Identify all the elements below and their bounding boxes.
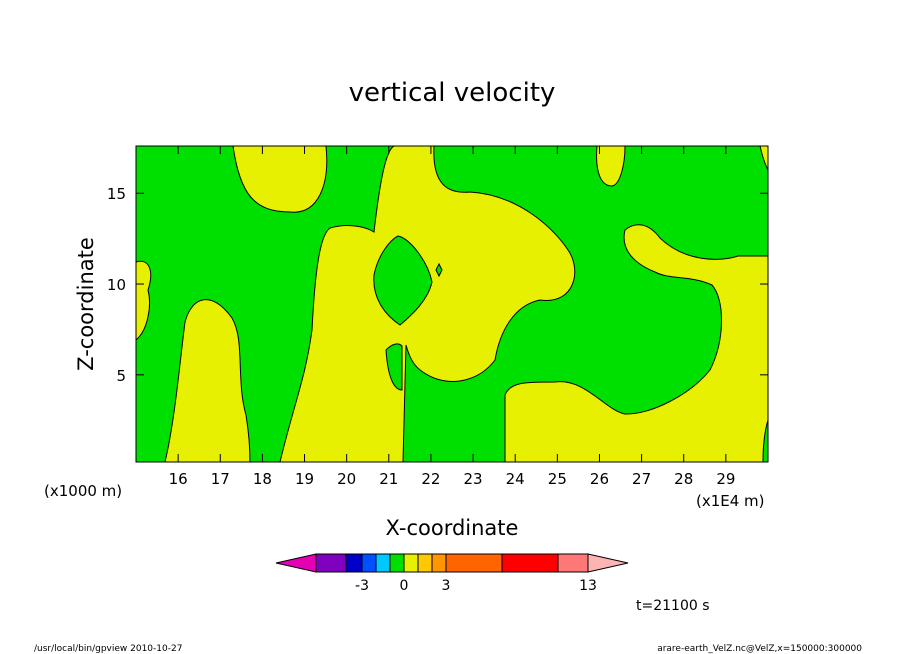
x-tick-label: 18 bbox=[253, 470, 272, 488]
island-center bbox=[373, 235, 433, 326]
colorbar-segment bbox=[361, 553, 377, 573]
colorbar-segment bbox=[345, 553, 363, 573]
region-right-bottom bbox=[504, 224, 769, 463]
colorbar-max-arrow bbox=[587, 553, 629, 573]
x-tick-label: 21 bbox=[379, 470, 398, 488]
x-tick-label: 20 bbox=[337, 470, 356, 488]
plot-area bbox=[135, 145, 769, 463]
chart-title: vertical velocity bbox=[349, 78, 556, 108]
y-tick-label: 10 bbox=[107, 276, 126, 294]
x-tick-label: 19 bbox=[295, 470, 314, 488]
colorbar-min-arrow bbox=[275, 553, 317, 573]
region-left-edge bbox=[135, 260, 152, 342]
x-tick-label: 27 bbox=[632, 470, 651, 488]
island-small bbox=[385, 343, 403, 391]
x-tick-label: 22 bbox=[421, 470, 440, 488]
colorbar-segment bbox=[557, 553, 589, 573]
x-tick-label: 23 bbox=[464, 470, 483, 488]
x-tick-label: 26 bbox=[590, 470, 609, 488]
colorbar-label: 3 bbox=[442, 578, 451, 594]
colorbar-label: 0 bbox=[400, 578, 409, 594]
negative-islands bbox=[373, 235, 769, 463]
x-tick-label: 16 bbox=[169, 470, 188, 488]
x-tick-label: 29 bbox=[716, 470, 735, 488]
plot-frame bbox=[135, 145, 769, 463]
region-left-plume bbox=[164, 299, 251, 463]
x-unit-note: (x1E4 m) bbox=[696, 492, 765, 510]
region-upper-left bbox=[232, 145, 328, 213]
island-dot bbox=[435, 262, 443, 278]
positive-regions bbox=[135, 145, 769, 463]
colorbar-segment bbox=[403, 553, 419, 573]
colorbar: -3 0 3 13 bbox=[275, 553, 629, 594]
footer-right: arare-earth_VelZ.nc@VelZ,x=150000:300000 bbox=[657, 644, 862, 654]
y-tick-label: 15 bbox=[107, 185, 126, 203]
colorbar-segment bbox=[445, 553, 503, 573]
footer-left: /usr/local/bin/gpview 2010-10-27 bbox=[34, 644, 182, 654]
x-tick-label: 25 bbox=[548, 470, 567, 488]
colorbar-segment bbox=[375, 553, 391, 573]
x-tick-label: 28 bbox=[674, 470, 693, 488]
y-unit-note: (x1000 m) bbox=[44, 482, 122, 500]
colorbar-segment bbox=[315, 553, 347, 573]
region-central bbox=[279, 145, 576, 463]
x-axis-label: X-coordinate bbox=[386, 516, 519, 540]
colorbar-segment bbox=[501, 553, 559, 573]
time-label: t=21100 s bbox=[636, 598, 710, 614]
x-axis: 16 17 18 19 20 21 22 23 24 25 26 27 28 29 bbox=[169, 146, 735, 488]
y-tick-label: 5 bbox=[116, 367, 126, 385]
colorbar-segment bbox=[417, 553, 433, 573]
x-tick-label: 17 bbox=[211, 470, 230, 488]
y-axis-label: Z-coordinate bbox=[74, 237, 98, 371]
colorbar-label: -3 bbox=[355, 578, 369, 594]
y-axis: 5 10 15 bbox=[107, 185, 768, 385]
colorbar-label: 13 bbox=[579, 578, 597, 594]
region-top-right-blob bbox=[596, 145, 626, 187]
colorbar-segment bbox=[431, 553, 447, 573]
x-tick-label: 24 bbox=[506, 470, 525, 488]
colorbar-segment bbox=[389, 553, 405, 573]
